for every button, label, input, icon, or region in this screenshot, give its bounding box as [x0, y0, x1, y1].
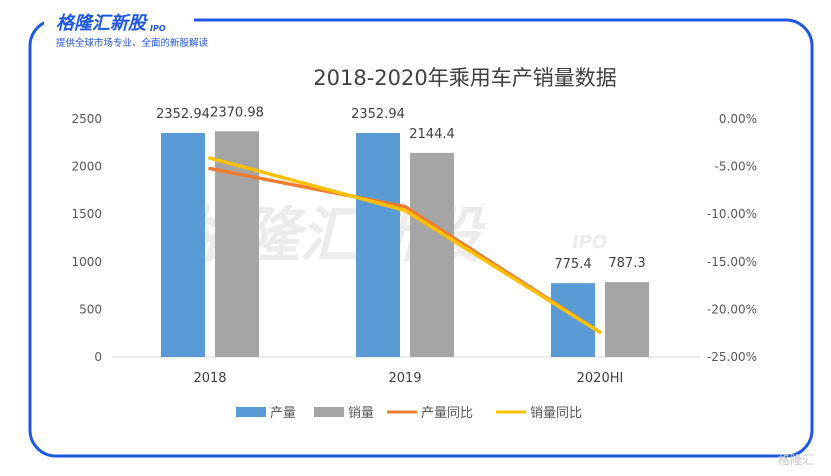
chart-frame — [28, 18, 814, 458]
right-axis-tick-label: -15.00% — [707, 255, 757, 269]
legend-sales-label: 销量 — [348, 406, 374, 421]
data-label: 787.3 — [608, 256, 645, 271]
right-axis-tick-label: 0.00% — [719, 112, 757, 126]
bar-production — [551, 283, 595, 357]
legend-production-swatch — [236, 407, 266, 417]
left-axis-tick-label: 2500 — [71, 112, 102, 126]
bar-sales — [410, 152, 454, 357]
left-axis-tick-label: 0 — [94, 350, 102, 364]
right-axis-tick-label: -10.00% — [707, 207, 757, 221]
left-axis-tick-label: 1500 — [71, 207, 102, 221]
right-axis-tick-label: -20.00% — [707, 302, 757, 316]
right-axis-tick-label: -5.00% — [715, 160, 757, 174]
bar-sales — [605, 282, 649, 357]
left-axis-tick-label: 1000 — [71, 255, 102, 269]
x-tick-label: 2019 — [388, 371, 421, 386]
watermark-corner: 格隆汇 — [778, 452, 814, 467]
x-axis: 2018 2019 2020HI — [193, 371, 623, 386]
data-label: 775.4 — [554, 257, 591, 272]
sales-yoy-line — [208, 156, 602, 334]
legend-production-yoy-label: 产量同比 — [421, 406, 473, 421]
x-tick-label: 2020HI — [577, 371, 624, 386]
header-logo-backdrop — [44, 10, 194, 30]
line-series — [208, 156, 602, 334]
legend-sales-yoy-label: 销量同比 — [530, 406, 582, 421]
legend: 产量 销量 产量同比 销量同比 — [236, 406, 582, 421]
header-logo-ipo: IPO — [150, 24, 166, 33]
data-labels: 2352.94 2352.94 775.4 2370.98 2144.4 787.3 — [156, 105, 645, 272]
header-tagline: 提供全球市场专业、全面的新股解读 — [56, 37, 209, 49]
bar-series — [161, 131, 649, 357]
x-tick-label: 2018 — [193, 371, 226, 386]
chart-title: 2018-2020年乘用车产销量数据 — [313, 66, 616, 90]
header-logo: 格隆汇新股 — [56, 13, 148, 34]
left-axis: 0 500 1000 1500 2000 2500 — [71, 112, 700, 364]
bar-production — [356, 133, 400, 357]
bar-production — [161, 133, 205, 357]
data-label: 2352.94 — [351, 107, 405, 122]
right-axis: 0.00% -5.00% -10.00% -15.00% -20.00% -25.00% — [707, 112, 757, 364]
left-axis-tick-label: 2000 — [71, 160, 102, 174]
left-axis-tick-label: 500 — [79, 302, 102, 316]
right-axis-tick-label: -25.00% — [707, 350, 757, 364]
data-label: 2370.98 — [210, 105, 264, 120]
data-label: 2352.94 — [156, 107, 210, 122]
legend-production-label: 产量 — [270, 406, 296, 421]
legend-sales-swatch — [314, 407, 344, 417]
watermark-ipo: IPO — [572, 232, 607, 253]
data-label: 2144.4 — [409, 127, 455, 142]
